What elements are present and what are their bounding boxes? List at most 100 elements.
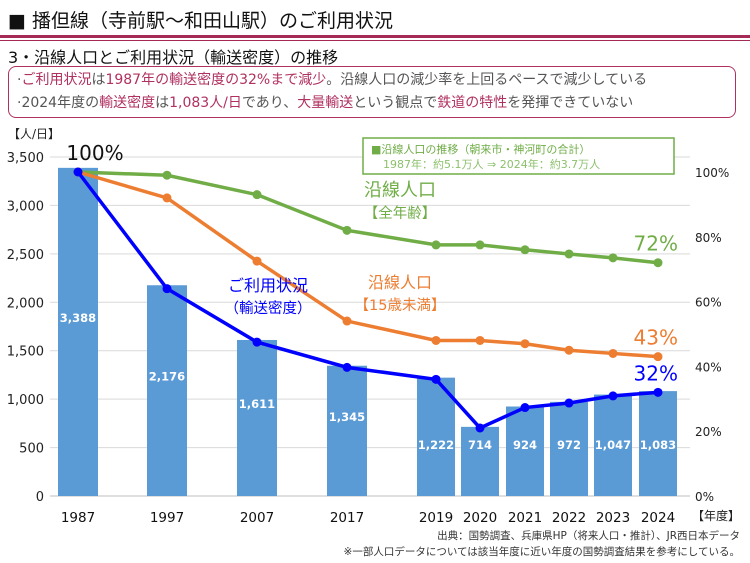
divider bbox=[0, 40, 750, 41]
bar-data-label: 924 bbox=[513, 438, 537, 452]
end-value-label: 43% bbox=[634, 326, 678, 350]
y2-tick-label: 40% bbox=[695, 360, 722, 374]
x-tick-label: 2022 bbox=[552, 510, 586, 526]
bar bbox=[506, 406, 544, 496]
bar bbox=[417, 377, 455, 496]
summary-segment: 1,083人/日 bbox=[169, 95, 242, 111]
y-tick-label: 2,500 bbox=[7, 248, 44, 263]
data-point bbox=[252, 190, 262, 200]
bar-data-label: 1,345 bbox=[329, 410, 365, 424]
summary-line-1: ·ご利用状況は1987年の輸送密度の32%まで減少。沿線人口の減少率を上回るペー… bbox=[17, 69, 727, 92]
y-tick-label: 0 bbox=[36, 490, 44, 505]
x-tick-label: 2017 bbox=[330, 510, 364, 526]
bar-data-label: 1,083 bbox=[640, 438, 676, 452]
summary-segment: であり、 bbox=[241, 95, 298, 111]
y2-tick-label: 100% bbox=[695, 166, 729, 180]
summary-segment: 輸送密度 bbox=[99, 95, 156, 111]
data-point bbox=[564, 345, 574, 355]
summary-line-2: ·2024年度の輸送密度は1,083人/日であり、大量輸送という観点で鉄道の特性… bbox=[17, 92, 727, 115]
data-point bbox=[475, 240, 485, 250]
summary-segment: 大量輸送 bbox=[297, 95, 354, 111]
summary-segment: は bbox=[155, 95, 170, 111]
population-note: ■沿線人口の推移（朝来市・神河町の合計） bbox=[371, 142, 590, 156]
series-label: ご利用状況 bbox=[228, 276, 308, 295]
data-point bbox=[520, 245, 530, 255]
bar-data-label: 3,388 bbox=[60, 311, 96, 325]
data-point bbox=[608, 391, 618, 401]
bar bbox=[550, 401, 588, 496]
y-axis-label: 【人/日】 bbox=[8, 127, 60, 141]
data-point bbox=[252, 256, 262, 266]
data-point bbox=[431, 374, 441, 384]
bar bbox=[639, 391, 677, 496]
data-point bbox=[608, 253, 618, 263]
data-point bbox=[162, 284, 172, 294]
bar-data-label: 1,222 bbox=[418, 438, 454, 452]
series-label: （輸送密度） bbox=[225, 300, 312, 317]
y-tick-label: 2,000 bbox=[7, 296, 44, 311]
y2-tick-label: 60% bbox=[695, 296, 722, 310]
data-point bbox=[431, 240, 441, 250]
series-label: 沿線人口 bbox=[368, 273, 432, 292]
data-point bbox=[564, 398, 574, 408]
footnote: ※一部人口データについては該当年度に近い年度の国勢調査結果を参考にしている。 bbox=[343, 546, 740, 558]
x-tick-label: 1997 bbox=[150, 510, 184, 526]
series-line bbox=[77, 170, 659, 359]
bar bbox=[594, 394, 632, 496]
bar bbox=[327, 365, 367, 496]
y-tick-label: 3,000 bbox=[7, 199, 44, 214]
section-title: 3・沿線人口とご利用状況（輸送密度）の推移 bbox=[8, 48, 339, 67]
data-point bbox=[431, 335, 441, 345]
population-note: 1987年：約5.1万人 ⇒ 2024年：約3.7万人 bbox=[383, 157, 600, 171]
x-tick-label: 2021 bbox=[508, 510, 542, 526]
bar-data-label: 714 bbox=[468, 438, 492, 452]
summary-segment: 鉄道の特性 bbox=[437, 95, 508, 111]
bar bbox=[58, 167, 98, 496]
start-value-label: 100% bbox=[66, 141, 123, 165]
data-point bbox=[520, 403, 530, 413]
summary-segment: ·2024年度の bbox=[17, 95, 100, 111]
y-tick-label: 500 bbox=[19, 442, 44, 457]
x-tick-label: 2024 bbox=[641, 510, 675, 526]
summary-segment: を発揮できていない bbox=[507, 95, 634, 111]
summary-box: ·ご利用状況は1987年の輸送密度の32%まで減少。沿線人口の減少率を上回るペー… bbox=[8, 66, 736, 118]
y-tick-label: 1,500 bbox=[7, 345, 44, 360]
data-point bbox=[252, 337, 262, 347]
x-tick-label: 2023 bbox=[596, 510, 630, 526]
end-value-label: 32% bbox=[634, 361, 678, 385]
summary-segment: という観点で bbox=[353, 95, 438, 111]
summary-segment: 。沿線人口の減少率を上回るペースで減少している bbox=[326, 72, 648, 88]
data-point bbox=[608, 348, 618, 358]
data-point bbox=[162, 193, 172, 203]
summary-segment: は bbox=[91, 72, 106, 88]
summary-segment: · bbox=[17, 72, 22, 88]
data-point bbox=[73, 167, 83, 177]
summary-segment: 1987年の輸送密度の32%まで減少 bbox=[105, 72, 327, 88]
divider bbox=[0, 35, 750, 38]
x-tick-label: 2020 bbox=[463, 510, 497, 526]
end-value-label: 72% bbox=[634, 232, 678, 256]
source-note: 出典：国勢調査、兵庫県HP（将来人口・推計）、JR西日本データ bbox=[437, 530, 740, 542]
data-point bbox=[162, 170, 172, 180]
bar-data-label: 972 bbox=[557, 438, 581, 452]
y2-tick-label: 0% bbox=[695, 490, 714, 504]
data-point bbox=[342, 316, 352, 326]
data-point bbox=[520, 339, 530, 349]
series-label: 【15歳未満】 bbox=[355, 297, 446, 314]
bar bbox=[147, 285, 187, 496]
series-label: 【全年齢】 bbox=[364, 204, 437, 222]
page-title: ■ 播但線（寺前駅～和田山駅）のご利用状況 bbox=[8, 10, 393, 32]
y-tick-label: 3,500 bbox=[7, 151, 44, 166]
data-point bbox=[342, 225, 352, 235]
y2-tick-label: 80% bbox=[695, 231, 722, 245]
x-tick-label: 1987 bbox=[61, 510, 95, 526]
data-point bbox=[653, 258, 663, 268]
bar bbox=[461, 426, 499, 496]
bar-data-label: 1,611 bbox=[239, 397, 275, 411]
bar-data-label: 1,047 bbox=[595, 438, 631, 452]
data-point bbox=[653, 387, 663, 397]
data-point bbox=[653, 352, 663, 362]
x-tick-label: 2019 bbox=[419, 510, 453, 526]
summary-segment: ご利用状況 bbox=[21, 72, 92, 88]
data-point bbox=[342, 362, 352, 372]
